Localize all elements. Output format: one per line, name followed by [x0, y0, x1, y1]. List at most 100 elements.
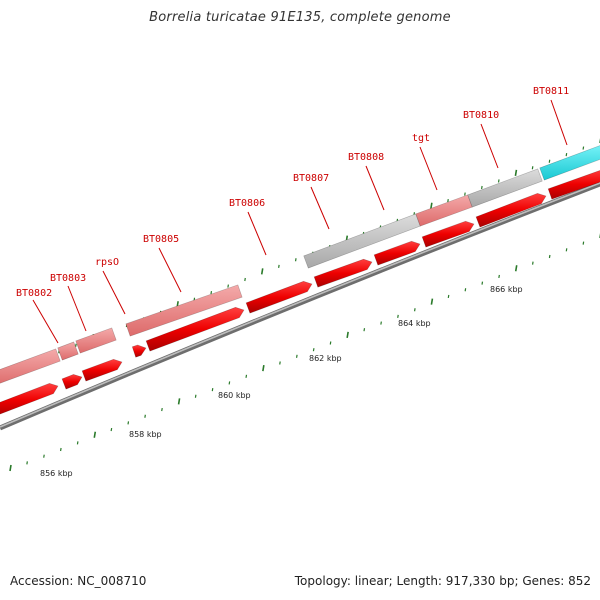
major-tick [514, 265, 518, 272]
gene-cyan-8[interactable] [539, 142, 600, 181]
minor-tick [397, 314, 399, 318]
gene-cds-10[interactable] [475, 193, 547, 228]
minor-tick [127, 421, 130, 425]
minor-tick [565, 153, 568, 157]
map-title: Borrelia turicatae 91E135, complete geno… [149, 10, 451, 25]
gene-light-2[interactable] [57, 341, 79, 361]
major-tick [430, 298, 434, 305]
minor-tick [582, 241, 585, 245]
scale-label: 860 kbp [218, 391, 251, 400]
minor-tick [363, 328, 366, 332]
minor-tick [244, 277, 246, 282]
scale-label: 862 kbp [309, 354, 342, 363]
pointer-line [32, 299, 59, 344]
scale-label: 858 kbp [129, 430, 162, 439]
gene-cds-8[interactable] [373, 240, 421, 266]
major-tick [9, 464, 12, 472]
gene-label[interactable]: BT0803 [50, 273, 86, 284]
minor-tick [548, 159, 551, 163]
minor-tick [565, 248, 568, 252]
pointer-line [247, 211, 267, 256]
minor-tick [531, 261, 534, 265]
major-tick [262, 365, 265, 372]
gene-label[interactable]: BT0807 [293, 173, 329, 184]
scale-label: 866 kbp [490, 285, 523, 294]
pointer-line [158, 247, 182, 293]
minor-tick [380, 321, 382, 325]
pointer-line [310, 186, 330, 230]
minor-tick [278, 264, 280, 268]
major-tick [514, 169, 518, 176]
major-tick [260, 268, 264, 275]
minor-tick [548, 254, 551, 259]
gene-cds-9[interactable] [421, 220, 475, 248]
minor-tick [447, 199, 449, 203]
minor-tick [26, 461, 28, 465]
gene-label[interactable]: rpsO [95, 257, 119, 268]
gene-label[interactable]: BT0811 [533, 86, 569, 97]
minor-tick [497, 179, 500, 183]
pointer-line [365, 165, 385, 211]
minor-tick [498, 274, 500, 279]
minor-tick [211, 388, 214, 392]
gene-light-6[interactable] [415, 194, 473, 227]
backbone-highlight [0, 182, 600, 428]
minor-tick [329, 341, 332, 345]
gene-label[interactable]: BT0806 [229, 198, 265, 209]
gene-light-1[interactable] [0, 348, 61, 386]
gene-cds-1[interactable] [0, 383, 59, 417]
gene-light-4[interactable] [125, 284, 243, 337]
gene-light-3[interactable] [75, 327, 117, 354]
major-tick [346, 331, 349, 338]
minor-tick [447, 294, 450, 299]
gene-label[interactable]: BT0805 [143, 234, 179, 245]
gene-cds-11[interactable] [547, 169, 600, 200]
minor-tick [413, 308, 416, 312]
minor-tick [245, 374, 248, 378]
minor-tick [312, 348, 315, 352]
pointer-line [419, 146, 438, 191]
genome-summary-text: Topology: linear; Length: 917,330 bp; Ge… [294, 574, 591, 588]
gene-label[interactable]: BT0808 [348, 152, 384, 163]
minor-tick [194, 394, 197, 398]
pointer-line [550, 99, 568, 146]
minor-tick [43, 454, 45, 458]
minor-tick [295, 354, 298, 358]
minor-tick [582, 146, 585, 150]
gene-label[interactable]: BT0802 [16, 288, 52, 299]
gene-label[interactable]: BT0810 [463, 110, 499, 121]
minor-tick [481, 281, 484, 285]
gene-cds-6[interactable] [245, 280, 313, 314]
gene-cds-3[interactable] [81, 358, 123, 382]
pointer-line [67, 285, 87, 332]
major-tick [177, 398, 181, 405]
minor-tick [110, 427, 113, 432]
minor-tick [227, 284, 229, 288]
minor-tick [279, 361, 281, 365]
minor-tick [464, 192, 466, 196]
minor-tick [294, 258, 297, 262]
major-tick [93, 431, 97, 438]
accession-text: Accession: NC_008710 [10, 574, 147, 588]
backbone-line [0, 181, 600, 431]
gene-cds-4[interactable] [131, 344, 147, 358]
minor-tick [76, 441, 79, 445]
gene-grey-7[interactable] [467, 168, 543, 208]
scale-label: 864 kbp [398, 319, 431, 328]
gene-cds-5[interactable] [145, 306, 245, 352]
minor-tick [464, 288, 467, 292]
minor-tick [75, 343, 77, 347]
gene-cds-7[interactable] [313, 258, 373, 288]
scale-label: 856 kbp [40, 469, 73, 478]
gene-cds-2[interactable] [61, 374, 83, 390]
pointer-line [102, 270, 126, 315]
minor-tick [531, 166, 534, 170]
minor-tick [210, 291, 213, 295]
minor-tick [481, 185, 483, 190]
minor-tick [161, 407, 163, 412]
major-tick [430, 202, 433, 209]
minor-tick [228, 381, 231, 385]
gene-label[interactable]: tgt [412, 133, 430, 144]
minor-tick [59, 447, 62, 452]
